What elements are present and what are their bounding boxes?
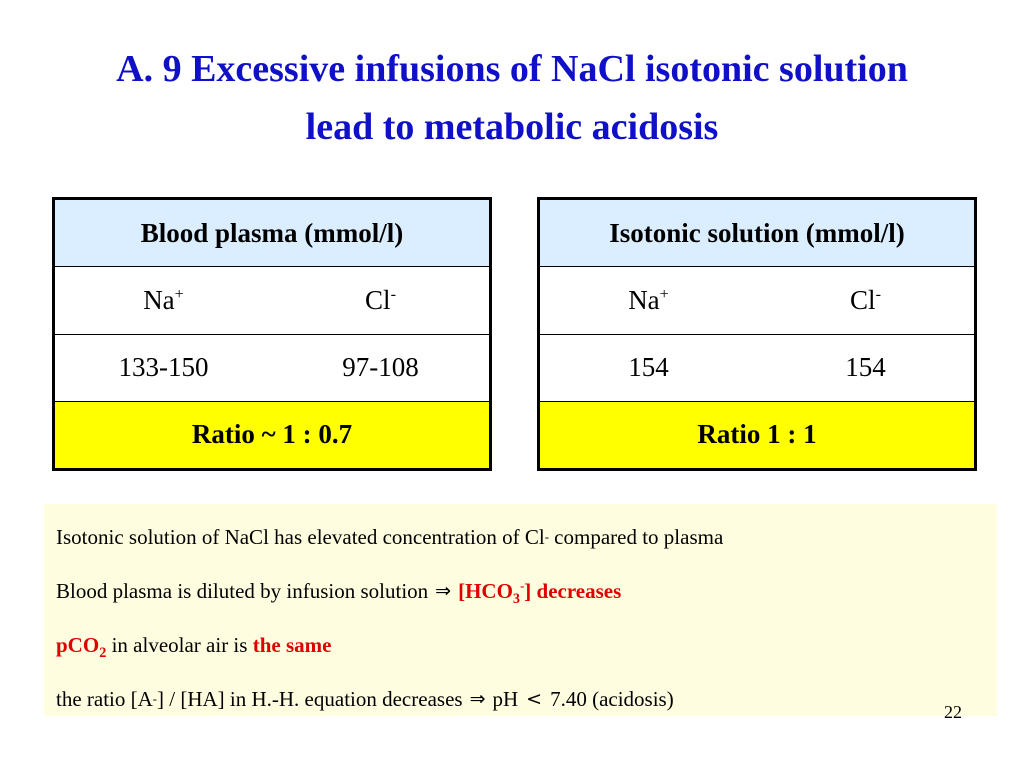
ion-label: Cl (850, 284, 876, 315)
value-row: 133-150 97-108 (55, 333, 489, 401)
note-text: Isotonic solution of NaCl has elevated c… (56, 524, 545, 549)
ion-cell-chloride: Cl- (272, 285, 489, 316)
slide-title: A. 9 Excessive infusions of NaCl isotoni… (0, 40, 1024, 156)
value-row: 154 154 (540, 333, 974, 401)
note-line-3: pCO2 in alveolar air is the same (56, 618, 985, 672)
note-line-1: Isotonic solution of NaCl has elevated c… (56, 524, 724, 549)
ion-row: Na+ Cl- (540, 266, 974, 333)
note-text: 7.40 (acidosis) (550, 686, 674, 711)
value-cell-sodium: 154 (628, 352, 669, 383)
note-text: the ratio [A (56, 686, 153, 711)
table-header: Isotonic solution (mmol/l) (540, 200, 974, 267)
ion-charge: - (520, 578, 525, 593)
title-line-2: lead to metabolic acidosis (305, 106, 719, 148)
blood-plasma-table: Blood plasma (mmol/l) Na+ Cl- 133-150 97… (52, 197, 492, 471)
note-text: compared to plasma (548, 524, 724, 549)
ion-charge: + (174, 284, 184, 303)
note-text: [HCO (458, 578, 513, 603)
value-cell-chloride: 154 (845, 352, 886, 383)
note-text: in alveolar air is (106, 632, 253, 657)
subscript: 2 (99, 644, 107, 661)
implies-arrow-icon: ⇒ (435, 580, 452, 602)
ratio-row: Ratio ~ 1 : 0.7 (55, 400, 489, 468)
note-line-4: the ratio [A -] / [HA] in H.-H. equation … (56, 686, 674, 711)
ion-cell-sodium: Na+ (540, 285, 757, 316)
note-text: pH (492, 686, 519, 711)
the-same-label: the same (252, 632, 332, 657)
ion-label: Na (628, 284, 660, 315)
table-header-label: Isotonic solution (mmol/l) (609, 217, 905, 248)
ion-cell-sodium: Na+ (55, 285, 272, 316)
notes-box: Isotonic solution of NaCl has elevated c… (44, 504, 997, 716)
ion-cell-chloride: Cl- (757, 285, 974, 316)
pco2-label: pCO2 (56, 632, 107, 661)
table-header-label: Blood plasma (mmol/l) (140, 217, 404, 248)
value-cell-chloride: 97-108 (342, 352, 419, 383)
note-text: ] decreases (524, 578, 622, 603)
table-header: Blood plasma (mmol/l) (55, 200, 489, 267)
note-text: pCO (56, 632, 100, 657)
ion-charge: + (659, 284, 669, 303)
isotonic-solution-table: Isotonic solution (mmol/l) Na+ Cl- 154 1… (537, 197, 977, 471)
note-line-2: Blood plasma is diluted by infusion solu… (56, 564, 985, 618)
implies-arrow-icon: ⇒ (469, 688, 486, 710)
title-line-1: A. 9 Excessive infusions of NaCl isotoni… (116, 48, 908, 90)
page-number: 22 (944, 702, 962, 722)
bicarbonate-decreases: [HCO3-] decreases (458, 578, 622, 607)
ion-label: Cl (365, 284, 391, 315)
note-text: Blood plasma is diluted by infusion solu… (56, 578, 429, 603)
ion-row: Na+ Cl- (55, 266, 489, 333)
ratio-row: Ratio 1 : 1 (540, 400, 974, 468)
ratio-label: Ratio 1 : 1 (697, 419, 817, 450)
ratio-label: Ratio ~ 1 : 0.7 (191, 419, 353, 450)
ion-label: Na (143, 284, 175, 315)
subscript: 3 (512, 590, 521, 607)
less-than-symbol: < (526, 688, 543, 710)
ion-charge: - (875, 284, 881, 303)
value-cell-sodium: 133-150 (118, 352, 209, 383)
ion-charge: - (390, 284, 396, 303)
note-text: ] / [HA] in H.-H. equation decreases (157, 686, 463, 711)
